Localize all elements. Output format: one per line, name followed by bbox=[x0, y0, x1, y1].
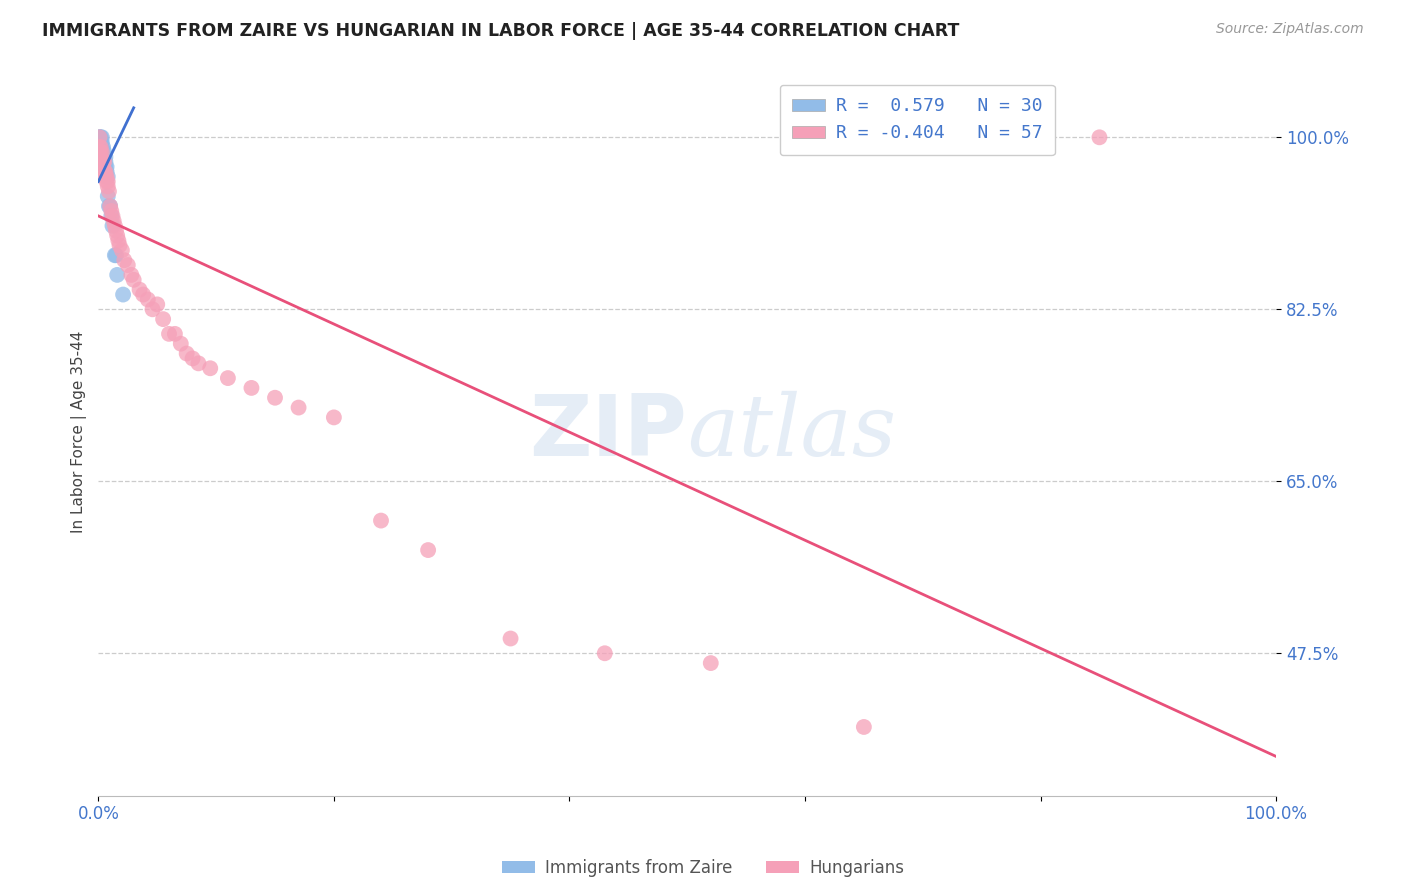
Point bbox=[152, 312, 174, 326]
Point bbox=[700, 656, 723, 670]
Y-axis label: In Labor Force | Age 35-44: In Labor Force | Age 35-44 bbox=[72, 331, 87, 533]
Text: atlas: atlas bbox=[688, 391, 897, 474]
Point bbox=[94, 154, 117, 169]
Point bbox=[112, 253, 135, 268]
Point bbox=[96, 175, 118, 189]
Point bbox=[100, 209, 122, 223]
Point bbox=[93, 164, 115, 178]
Point bbox=[91, 140, 114, 154]
Point bbox=[170, 336, 193, 351]
Point bbox=[112, 287, 135, 301]
Point bbox=[97, 199, 120, 213]
Point bbox=[103, 214, 125, 228]
Point bbox=[96, 160, 118, 174]
Legend: Immigrants from Zaire, Hungarians: Immigrants from Zaire, Hungarians bbox=[495, 853, 911, 884]
Point bbox=[89, 140, 111, 154]
Text: Source: ZipAtlas.com: Source: ZipAtlas.com bbox=[1216, 22, 1364, 37]
Point bbox=[89, 130, 111, 145]
Point bbox=[93, 154, 115, 169]
Point bbox=[157, 326, 180, 341]
Point bbox=[416, 543, 439, 558]
Point bbox=[101, 209, 124, 223]
Point bbox=[200, 361, 222, 376]
Point bbox=[593, 646, 616, 660]
Point bbox=[93, 154, 115, 169]
Point bbox=[108, 238, 131, 252]
Point bbox=[104, 219, 127, 233]
Point bbox=[90, 150, 112, 164]
Point bbox=[852, 720, 875, 734]
Point bbox=[181, 351, 204, 366]
Point bbox=[90, 140, 112, 154]
Point bbox=[100, 204, 122, 219]
Point bbox=[97, 169, 120, 184]
Point bbox=[97, 189, 120, 203]
Point bbox=[91, 160, 114, 174]
Point bbox=[1088, 130, 1111, 145]
Text: ZIP: ZIP bbox=[530, 391, 688, 474]
Point bbox=[90, 130, 112, 145]
Point bbox=[111, 244, 134, 258]
Point bbox=[120, 268, 142, 282]
Point bbox=[94, 169, 117, 184]
Point bbox=[89, 135, 111, 149]
Point bbox=[101, 219, 124, 233]
Point bbox=[94, 160, 117, 174]
Point bbox=[176, 346, 198, 360]
Legend: R =  0.579   N = 30, R = -0.404   N = 57: R = 0.579 N = 30, R = -0.404 N = 57 bbox=[780, 85, 1054, 155]
Point bbox=[89, 130, 111, 145]
Point bbox=[94, 150, 117, 164]
Point bbox=[90, 135, 112, 149]
Point bbox=[146, 297, 169, 311]
Point bbox=[105, 228, 128, 243]
Point bbox=[141, 302, 163, 317]
Point bbox=[90, 154, 112, 169]
Point bbox=[94, 164, 117, 178]
Point bbox=[98, 199, 121, 213]
Point bbox=[90, 130, 112, 145]
Point bbox=[240, 381, 263, 395]
Point bbox=[98, 199, 121, 213]
Point bbox=[287, 401, 309, 415]
Point bbox=[90, 140, 112, 154]
Point bbox=[97, 185, 120, 199]
Point bbox=[163, 326, 186, 341]
Point bbox=[96, 169, 118, 184]
Text: IMMIGRANTS FROM ZAIRE VS HUNGARIAN IN LABOR FORCE | AGE 35-44 CORRELATION CHART: IMMIGRANTS FROM ZAIRE VS HUNGARIAN IN LA… bbox=[42, 22, 959, 40]
Point bbox=[91, 154, 114, 169]
Point bbox=[217, 371, 239, 385]
Point bbox=[105, 224, 128, 238]
Point bbox=[187, 356, 209, 370]
Point bbox=[90, 145, 112, 159]
Point bbox=[136, 293, 159, 307]
Point bbox=[91, 150, 114, 164]
Point bbox=[96, 164, 118, 178]
Point bbox=[90, 145, 112, 159]
Point bbox=[97, 179, 120, 194]
Point bbox=[93, 145, 115, 159]
Point bbox=[90, 135, 112, 149]
Point bbox=[264, 391, 287, 405]
Point bbox=[499, 632, 522, 646]
Point bbox=[132, 287, 155, 301]
Point bbox=[90, 150, 112, 164]
Point bbox=[117, 258, 139, 272]
Point bbox=[370, 514, 392, 528]
Point bbox=[104, 248, 127, 262]
Point bbox=[322, 410, 344, 425]
Point bbox=[90, 145, 112, 159]
Point bbox=[97, 175, 120, 189]
Point bbox=[107, 234, 129, 248]
Point bbox=[105, 268, 128, 282]
Point bbox=[89, 130, 111, 145]
Point bbox=[122, 273, 145, 287]
Point bbox=[90, 140, 112, 154]
Point bbox=[128, 283, 150, 297]
Point bbox=[105, 248, 128, 262]
